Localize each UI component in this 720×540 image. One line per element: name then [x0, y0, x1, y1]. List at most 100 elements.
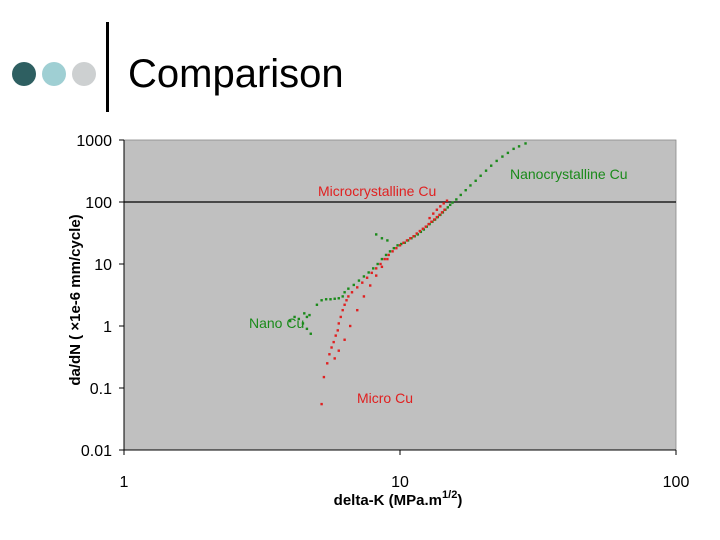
y-tick-label: 1000 [76, 133, 112, 150]
x-tick-labels: 1 10 100 [120, 450, 690, 491]
y-axis-title: da/dN ( ×1e-6 mm/cycle) [67, 214, 84, 385]
x-axis-title: delta-K (MPa.m1/2) [334, 489, 463, 509]
data-point-nano [386, 239, 389, 242]
data-point-nano [357, 279, 361, 282]
data-point-nano [372, 267, 375, 270]
data-point-micro [348, 324, 352, 328]
data-point-nano [512, 147, 515, 151]
data-point-nano [324, 298, 328, 301]
data-point-micro [350, 291, 354, 294]
data-point-nano [305, 315, 309, 319]
data-point-nano [337, 297, 340, 300]
data-point-micro [427, 222, 430, 226]
data-point-nano [308, 313, 311, 317]
data-point-micro [438, 213, 441, 217]
data-point-micro [430, 220, 433, 223]
dark-teal-dot [12, 62, 36, 86]
data-point-micro [328, 353, 331, 356]
data-point-micro [365, 276, 369, 279]
x-axis-title-sup: 1/2 [442, 489, 457, 501]
x-axis-title-end: ) [457, 492, 462, 509]
data-point-micro [362, 295, 366, 298]
data-point-micro [379, 262, 382, 266]
data-point-nano [455, 198, 458, 201]
data-point-micro [375, 267, 378, 270]
data-point-nano [288, 319, 292, 323]
data-point-micro [439, 205, 442, 208]
plot-area [123, 139, 677, 451]
annotation-nano-cu: Nano Cu [249, 315, 304, 331]
data-point-micro [415, 232, 418, 235]
data-point-nano [484, 169, 488, 172]
data-point-nano [524, 142, 527, 145]
data-point-micro [322, 375, 326, 379]
data-point-micro [418, 229, 422, 233]
data-point-micro [336, 329, 339, 332]
data-point-micro [395, 246, 398, 250]
data-point-nano [506, 151, 510, 155]
data-point-nano [469, 184, 472, 187]
data-point-micro [386, 257, 389, 261]
annotation-microcrystalline-cu: Microcrystalline Cu [318, 183, 436, 199]
x-tick-label: 10 [391, 474, 409, 491]
data-point-nano [352, 283, 355, 287]
y-tick-label: 0.1 [90, 381, 112, 398]
data-point-micro [333, 357, 336, 360]
x-tick-label: 1 [120, 474, 129, 491]
data-point-nano [464, 188, 467, 192]
data-point-micro [387, 253, 390, 257]
title-divider [106, 22, 109, 112]
data-point-nano [362, 275, 366, 278]
annotation-nanocrystalline-cu: Nanocrystalline Cu [510, 166, 628, 182]
data-point-nano [341, 295, 344, 298]
data-point-nano [293, 315, 296, 319]
x-tick-label: 100 [663, 474, 690, 491]
data-point-micro [337, 349, 340, 352]
data-point-micro [356, 286, 359, 289]
data-point-micro [341, 308, 344, 312]
data-point-micro [339, 315, 342, 319]
data-point-micro [343, 303, 346, 306]
data-point-nano [495, 159, 498, 163]
y-tick-label: 100 [85, 195, 112, 212]
data-point-micro [432, 212, 435, 215]
data-point-micro [424, 225, 427, 228]
data-point-micro [442, 202, 445, 205]
data-point-nano [517, 145, 521, 148]
y-tick-label: 10 [94, 257, 112, 274]
data-point-nano [459, 193, 462, 197]
data-point-micro [391, 250, 394, 253]
data-point-micro [440, 211, 444, 214]
data-point-micro [435, 208, 439, 211]
data-point-nano [297, 317, 301, 321]
data-point-nano [329, 298, 332, 301]
data-point-nano [347, 287, 350, 290]
data-point-micro [412, 235, 415, 238]
light-teal-dot [42, 62, 66, 86]
data-point-nano [320, 299, 323, 302]
data-point-micro [370, 271, 373, 275]
data-point-nano [375, 233, 378, 236]
data-point-nano [305, 327, 309, 331]
data-point-nano [396, 244, 399, 247]
data-point-nano [315, 303, 319, 306]
data-point-nano [479, 174, 482, 177]
data-point-nano [501, 155, 504, 158]
data-point-micro [402, 241, 405, 244]
gray-dot [72, 62, 96, 86]
data-point-nano [376, 262, 379, 266]
data-point-micro [320, 402, 323, 406]
data-point-nano [309, 332, 312, 335]
data-point-nano [333, 297, 336, 300]
data-point-micro [361, 281, 364, 284]
y-tick-label: 0.01 [81, 443, 112, 460]
data-point-micro [330, 346, 333, 349]
data-point-micro [421, 227, 425, 230]
data-point-nano [451, 201, 454, 204]
data-point-micro [343, 338, 346, 341]
data-points [288, 142, 527, 406]
data-point-micro [432, 218, 436, 221]
data-point-nano [301, 322, 305, 325]
data-point-micro [435, 215, 439, 219]
